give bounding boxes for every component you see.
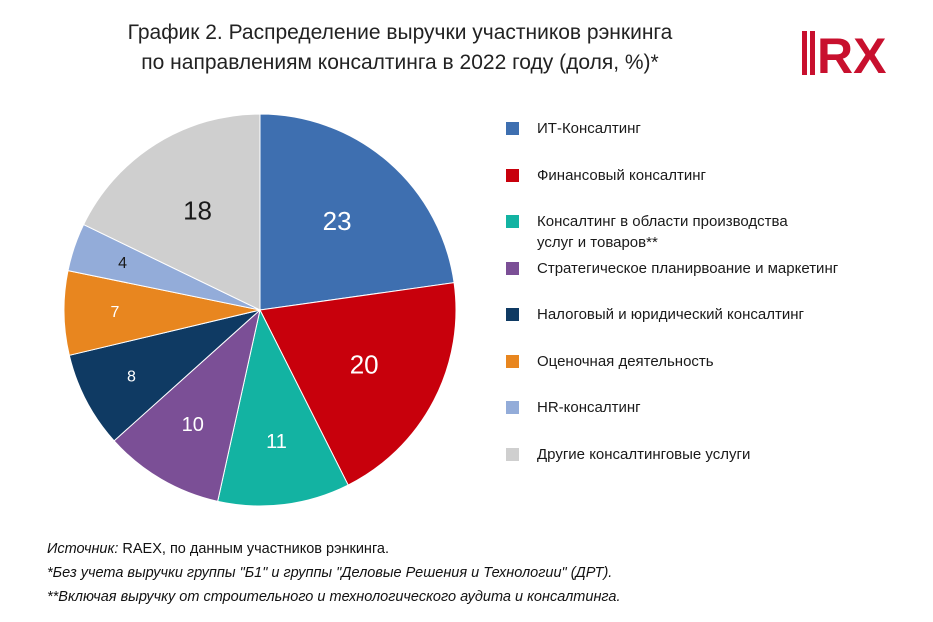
source-line: Источник: RAEX, по данным участников рэн… [47, 537, 621, 561]
pie-value-label-6: 7 [111, 304, 120, 321]
legend-label-line: услуг и товаров** [537, 234, 658, 251]
raex-logo: RX [802, 28, 886, 78]
legend-item-4: Стратегическое планирвоание и маркетинг [506, 258, 917, 279]
chart-title-line-1: График 2. Распределение выручки участник… [127, 21, 673, 44]
legend-label-8: Другие консалтинговые услуги [537, 444, 917, 465]
footnote-1-text: *Без учета выручки группы "Б1" и группы … [47, 565, 613, 581]
legend-label-2: Финансовый консалтинг [537, 165, 917, 186]
pie-slice-8 [82, 113, 261, 311]
logo-bar-2 [810, 31, 815, 75]
footnote-1: *Без учета выручки группы "Б1" и группы … [47, 561, 621, 585]
pie-slice-5 [68, 309, 261, 442]
source-label: Источник: [47, 541, 119, 557]
pie-chart: 23 20 11 10 8 7 4 18 [63, 113, 457, 507]
legend-label-line: Другие консалтинговые услуги [537, 445, 751, 463]
legend-swatch-6 [506, 354, 519, 368]
legend-item-1: ИТ-Консалтинг [506, 118, 917, 139]
legend-item-2: Финансовый консалтинг [506, 165, 917, 186]
pie-value-label-7: 4 [118, 255, 127, 272]
chart-title-line-2: по направлениям консалтинга в 2022 году … [141, 51, 659, 74]
legend-label-line: ИТ-Консалтинг [537, 120, 641, 137]
logo-text: RX [817, 28, 886, 78]
legend-swatch-3 [506, 215, 519, 228]
legend-label-4: Стратегическое планирвоание и маркетинг [537, 258, 917, 279]
footnote-2: **Включая выручку от строительного и тех… [47, 585, 621, 609]
legend-label-line: Оценочная деятельность [537, 352, 714, 370]
legend-swatch-4 [506, 261, 519, 275]
legend-item-7: HR-консалтинг [506, 397, 917, 418]
legend-item-6: Оценочная деятельность [506, 351, 917, 372]
chart-title: График 2. Распределение выручки участник… [60, 18, 740, 78]
pie-value-label-2: 20 [350, 350, 379, 380]
legend-item-8: Другие консалтинговые услуги [506, 444, 917, 465]
legend-label-line: Стратегическое планирвоание и маркетинг [537, 259, 839, 277]
legend-item-3: Консалтинг в области производства услуг и… [506, 211, 917, 253]
legend-swatch-5 [506, 308, 519, 321]
legend-swatch-1 [506, 122, 519, 135]
pie-value-label-5: 8 [127, 369, 136, 386]
legend-item-5: Налоговый и юридический консалтинг [506, 304, 917, 325]
pie-value-label-3: 11 [266, 431, 287, 453]
source-notes: Источник: RAEX, по данным участников рэн… [47, 537, 621, 609]
legend-label-line: Финансовый консалтинг [537, 166, 706, 184]
legend-label-line: HR-консалтинг [537, 399, 641, 416]
pie-slice-2 [259, 282, 457, 486]
pie-value-label-8: 18 [183, 195, 212, 225]
legend-label-1: ИТ-Консалтинг [537, 118, 917, 139]
logo-bar-1 [802, 31, 807, 75]
legend-label-5: Налоговый и юридический консалтинг [537, 304, 917, 325]
legend-label-line: Налоговый и юридический консалтинг [537, 306, 804, 323]
footnote-2-text: **Включая выручку от строительного и тех… [47, 589, 621, 605]
pie-slice-3 [217, 308, 349, 507]
source-text: RAEX, по данным участников рэнкинга. [118, 541, 390, 557]
legend-label-6: Оценочная деятельность [537, 351, 917, 372]
pie-slice-1 [259, 113, 455, 311]
pie-slice-4 [113, 308, 261, 502]
legend-label-line: Консалтинг в области производства [537, 213, 788, 230]
legend-label-3: Консалтинг в области производства услуг и… [537, 211, 917, 253]
pie-value-label-1: 23 [323, 206, 352, 236]
pie-value-label-4: 10 [182, 414, 204, 436]
legend-label-7: HR-консалтинг [537, 397, 917, 418]
legend-swatch-7 [506, 401, 519, 414]
legend-swatch-8 [506, 447, 519, 461]
legend-swatch-2 [506, 168, 519, 182]
